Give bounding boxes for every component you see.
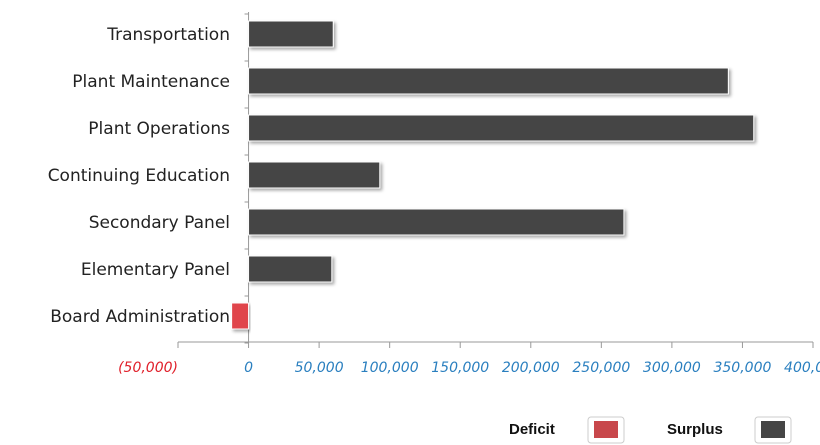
category-label: Secondary Panel — [89, 213, 230, 233]
legend-label-deficit: Deficit — [509, 421, 555, 438]
x-tick-label: 50,000 — [295, 360, 344, 376]
category-label: Plant Operations — [88, 119, 230, 139]
x-tick-label: 100,000 — [361, 360, 419, 376]
legend: Deficit Surplus — [509, 416, 792, 444]
category-label: Plant Maintenance — [72, 72, 230, 92]
category-label: Board Administration — [50, 307, 230, 327]
legend-swatch-surplus-fill — [761, 421, 785, 438]
x-tick-label: 400,000 — [784, 360, 820, 376]
x-tick-label: (50,000) — [118, 360, 178, 376]
legend-swatch-deficit-fill — [594, 421, 618, 438]
category-labels: Transportation Plant Maintenance Plant Ope… — [48, 25, 230, 327]
x-tick-label: 250,000 — [572, 360, 630, 376]
bars — [231, 20, 755, 330]
bar — [248, 114, 755, 142]
x-tick-label: 0 — [244, 360, 253, 376]
bar — [248, 67, 729, 95]
category-label: Transportation — [106, 25, 230, 45]
x-tick-label: 350,000 — [713, 360, 771, 376]
category-label: Continuing Education — [48, 166, 230, 186]
bar — [248, 161, 381, 189]
bar — [248, 255, 333, 283]
x-tick-label: 150,000 — [431, 360, 489, 376]
bar — [248, 20, 334, 48]
category-label: Elementary Panel — [81, 260, 230, 280]
bar — [231, 302, 250, 330]
x-tick-label: 300,000 — [643, 360, 701, 376]
x-tick-label: 200,000 — [502, 360, 560, 376]
legend-label-surplus: Surplus — [667, 421, 723, 438]
bar — [248, 208, 625, 236]
tick-labels: (50,000) 0 50,000 100,000 150,000 200,000 250,… — [118, 360, 820, 376]
